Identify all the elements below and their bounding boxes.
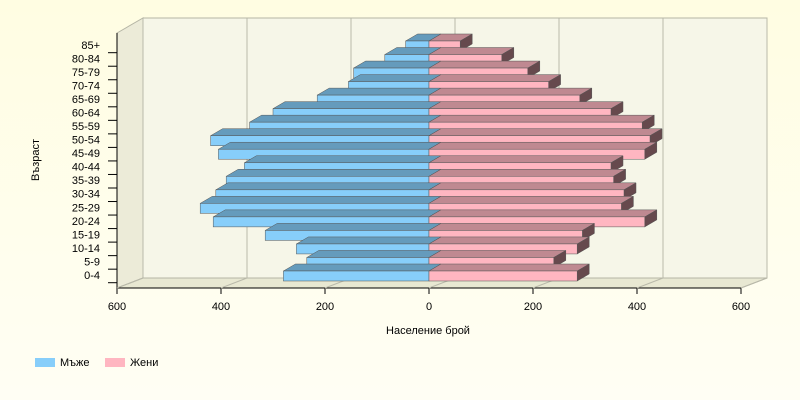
- bar-top: [248, 114, 442, 123]
- grid-line: [116, 277, 144, 289]
- bar-top: [428, 169, 627, 177]
- y-tick-label: 20-24: [72, 216, 100, 228]
- left-wall: [116, 17, 144, 289]
- bar-top: [428, 60, 541, 69]
- y-tick-label: 70-74: [72, 80, 100, 92]
- bar-top: [282, 263, 442, 272]
- y-tick-label: 40-44: [72, 162, 100, 174]
- y-tick-label: 35-39: [72, 175, 100, 187]
- bar-top: [428, 47, 515, 55]
- bar-top: [428, 141, 658, 150]
- grid-line: [636, 277, 664, 289]
- bar-top: [428, 101, 624, 109]
- bar-top: [428, 128, 663, 136]
- y-tick-label: 10-14: [72, 243, 100, 255]
- bar-top: [295, 236, 442, 245]
- x-tick-label: 200: [316, 301, 334, 313]
- legend-label: Жени: [130, 357, 158, 369]
- x-tick-label: 600: [732, 301, 750, 313]
- y-tick-label: 25-29: [72, 202, 100, 214]
- bar-top: [428, 223, 596, 231]
- y-axis-title: Възраст: [30, 139, 42, 181]
- bar-top: [428, 87, 593, 96]
- y-tick-label: 5-9: [84, 256, 100, 268]
- bar-top: [352, 60, 442, 69]
- y-tick-label: 65-69: [72, 94, 100, 106]
- y-tick-label: 80-84: [72, 53, 100, 65]
- bar-top: [243, 155, 442, 164]
- bar-top: [305, 250, 442, 258]
- bar-top: [272, 101, 442, 109]
- grid-line: [740, 277, 768, 289]
- bar-top: [428, 155, 624, 164]
- legend-swatch: [105, 358, 125, 367]
- x-tick-label: 200: [524, 301, 542, 313]
- bar-top: [428, 236, 591, 245]
- y-tick-label: 85+: [81, 40, 100, 52]
- bar: [283, 270, 430, 282]
- bar-top: [428, 209, 658, 218]
- x-tick-label: 400: [212, 301, 230, 313]
- bar: [428, 270, 578, 282]
- bar-top: [209, 128, 442, 136]
- grid-line: [220, 277, 248, 289]
- bar-top: [264, 223, 442, 231]
- x-tick-label: 0: [426, 301, 432, 313]
- y-tick-label: 30-34: [72, 189, 100, 201]
- y-tick-label: 55-59: [72, 121, 100, 133]
- bar-top: [212, 209, 442, 218]
- bar-top: [214, 182, 442, 191]
- bar-top: [428, 250, 567, 258]
- y-tick-label: 15-19: [72, 229, 100, 241]
- bar-top: [217, 141, 442, 150]
- y-tick-label: 0-4: [84, 270, 100, 282]
- bar-top: [428, 74, 562, 82]
- legend-swatch: [35, 358, 55, 367]
- x-axis-title: Население брой: [386, 325, 470, 337]
- bar-top: [428, 196, 635, 204]
- legend-label: Мъже: [60, 357, 90, 369]
- bar-top: [225, 169, 442, 177]
- y-tick-label: 50-54: [72, 135, 100, 147]
- bar-top: [316, 87, 442, 96]
- bar-top: [347, 74, 442, 82]
- y-tick-label: 75-79: [72, 67, 100, 79]
- bar-top: [428, 114, 656, 123]
- y-tick-label: 60-64: [72, 108, 100, 120]
- y-tick-label: 45-49: [72, 148, 100, 160]
- x-tick-label: 600: [108, 301, 126, 313]
- bar-top: [199, 196, 442, 204]
- bar-top: [428, 182, 637, 191]
- bar-top: [428, 263, 591, 272]
- x-tick-label: 400: [628, 301, 646, 313]
